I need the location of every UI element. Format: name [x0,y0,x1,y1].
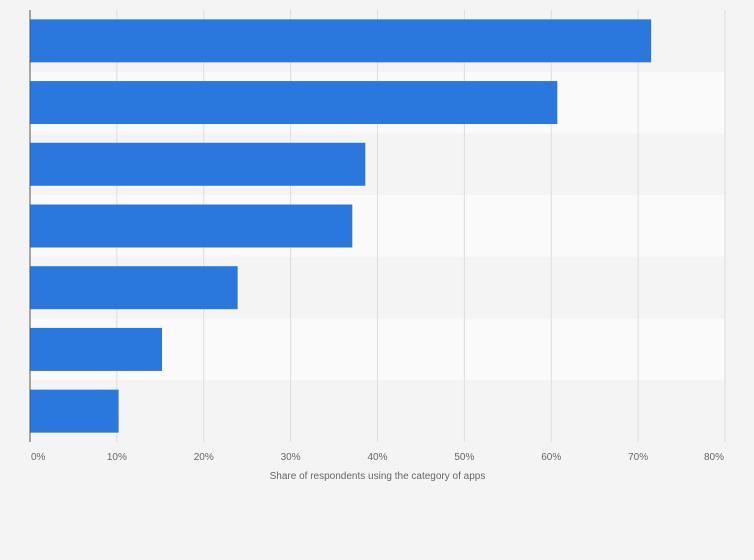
x-tick-label: 50% [454,452,474,463]
bar[interactable] [30,204,353,248]
bars [30,19,652,433]
bar[interactable] [30,142,366,186]
x-axis-label: Share of respondents using the category … [270,471,486,482]
x-tick-label: 20% [194,452,214,463]
x-tick-label: 60% [541,452,561,463]
bar[interactable] [30,327,163,371]
x-tick-label: 70% [628,452,648,463]
x-tick-label: 80% [704,452,724,463]
x-tick-label: 30% [281,452,301,463]
x-tick-labels: 0% 10% 20% 30% 40% 50% 60% 70% 80% [31,452,724,463]
x-tick-label: 40% [367,452,387,463]
bar[interactable] [30,389,119,433]
x-tick-label: 0% [31,452,46,463]
bar[interactable] [30,81,558,125]
bar[interactable] [30,19,652,63]
bar[interactable] [30,266,238,310]
x-tick-label: 10% [107,452,127,463]
